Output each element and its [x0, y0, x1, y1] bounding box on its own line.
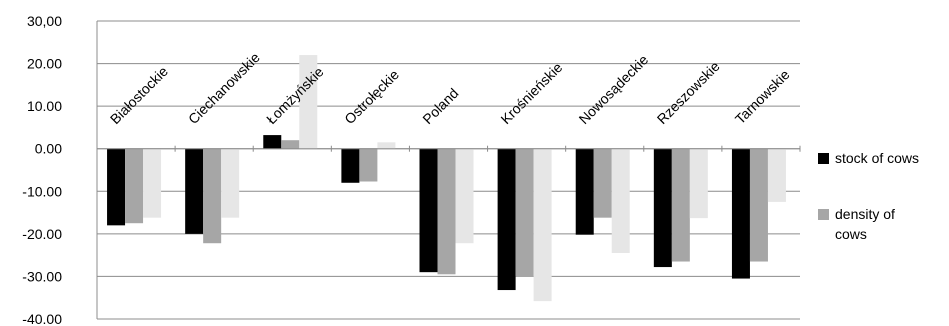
bar: [107, 148, 126, 226]
category-label: Tarnowskie: [732, 66, 793, 127]
bar: [749, 148, 768, 262]
bar: [359, 148, 378, 182]
legend-swatch: [818, 209, 829, 220]
bar: [125, 148, 144, 224]
bar: [515, 148, 534, 277]
y-tick-label: -10.00: [22, 183, 62, 199]
bar: [263, 135, 282, 149]
category-label: Nowosądeckie: [576, 51, 652, 127]
category-label: Ostrołęckie: [341, 66, 402, 127]
bar: [731, 148, 750, 279]
bar: [437, 148, 456, 275]
y-tick-label: -30.00: [22, 268, 62, 284]
y-tick-label: -20.00: [22, 226, 62, 242]
bar: [221, 148, 240, 218]
bar: [143, 148, 162, 218]
y-tick-label: 10.00: [27, 98, 62, 114]
bar: [455, 148, 474, 244]
category-label: Ciechanowskie: [185, 49, 263, 127]
category-label: Rzeszowskie: [654, 58, 723, 127]
bar: [653, 148, 672, 268]
y-tick-label: -40.00: [22, 311, 62, 326]
bar: [533, 148, 552, 302]
bars: [107, 55, 786, 302]
bar: [497, 148, 516, 291]
bar: [593, 148, 612, 218]
y-axis: 30,00 20.00 10.00 0.00 -10.00 -20.00 -30.00 -40…: [22, 13, 801, 326]
bar: [203, 148, 222, 244]
bar: [671, 148, 690, 262]
bar: [419, 148, 438, 273]
legend: stock of cows density of cows: [818, 150, 919, 242]
y-tick-label: 0.00: [35, 141, 62, 157]
bar: [341, 148, 360, 183]
legend-label: stock of cows: [835, 150, 919, 166]
bar: [377, 142, 396, 149]
legend-label: density of cows: [835, 206, 895, 242]
y-tick-label: 20.00: [27, 56, 62, 72]
bar: [767, 148, 786, 202]
bar: [281, 140, 300, 149]
bar: [689, 148, 708, 219]
category-label: Białostockie: [107, 63, 171, 127]
category-label: Krośnieńskie: [497, 59, 565, 127]
bar: [185, 148, 204, 234]
bar: [299, 55, 318, 149]
category-labels: Białostockie Ciechanowskie Łomżyńskie Ostro…: [107, 49, 793, 127]
y-tick-label: 30,00: [27, 13, 62, 29]
bar: [611, 148, 630, 254]
bar: [575, 148, 594, 235]
legend-swatch: [818, 153, 829, 164]
